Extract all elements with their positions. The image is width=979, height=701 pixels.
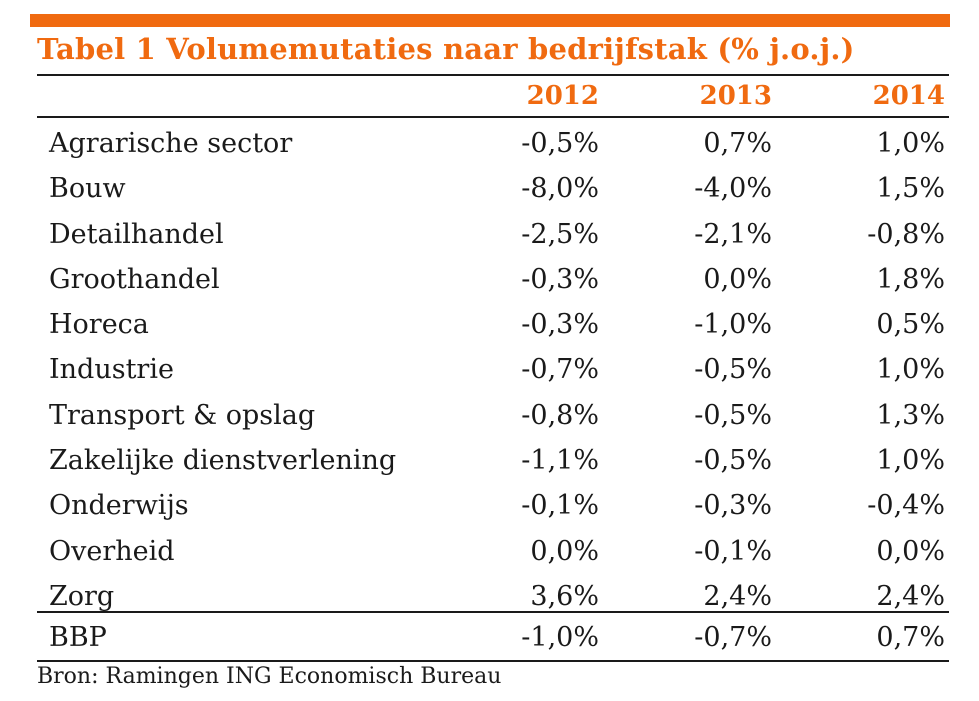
column-header-2013: 2013 <box>699 81 772 111</box>
row-label: Transport & opslag <box>49 399 316 431</box>
value-2014: 1,0% <box>876 128 945 159</box>
total-value-2012: -1,0% <box>521 622 599 653</box>
value-2013: -4,0% <box>694 173 772 205</box>
value-2013: -0,5% <box>694 399 772 431</box>
row-label: Bouw <box>49 173 126 205</box>
header-divider <box>37 116 949 118</box>
source-note: Bron: Ramingen ING Economisch Bureau <box>37 664 502 689</box>
value-2014: 0,0% <box>876 535 945 567</box>
value-2012: -0,3% <box>521 309 599 341</box>
value-2014: -0,4% <box>867 490 945 522</box>
accent-bar <box>30 14 950 27</box>
value-2014: 1,3% <box>876 399 945 431</box>
row-label: Industrie <box>49 354 174 386</box>
value-2014: 1,8% <box>876 263 945 295</box>
title-divider <box>37 74 949 76</box>
value-2013: -1,0% <box>694 309 772 341</box>
table-row: Groothandel -0,3% 0,0% 1,8% <box>0 257 979 302</box>
value-2013: -0,1% <box>694 535 772 567</box>
value-2013: -0,3% <box>694 490 772 522</box>
row-label: Groothandel <box>49 263 220 295</box>
table-row: Horeca -0,3% -1,0% 0,5% <box>0 302 979 347</box>
value-2012: -1,1% <box>521 445 599 477</box>
value-2012: -2,5% <box>521 218 599 250</box>
row-label: Zakelijke dienstverlening <box>49 445 397 477</box>
total-value-2014: 0,7% <box>876 622 945 653</box>
value-2013: -2,1% <box>694 218 772 250</box>
table-row: Zakelijke dienstverlening -1,1% -0,5% 1,… <box>0 438 979 483</box>
value-2012: -0,1% <box>521 490 599 522</box>
table-row: Industrie -0,7% -0,5% 1,0% <box>0 347 979 392</box>
value-2012: -0,8% <box>521 399 599 431</box>
value-2013: -0,5% <box>694 445 772 477</box>
bottom-divider <box>37 660 949 662</box>
table-row: Onderwijs -0,1% -0,3% -0,4% <box>0 483 979 528</box>
value-2012: 3,6% <box>530 580 599 612</box>
table-body: Agrarische sector -0,5% 0,7% 1,0% Bouw -… <box>0 121 979 619</box>
total-row: BBP -1,0% -0,7% 0,7% <box>0 615 979 660</box>
value-2012: -0,3% <box>521 263 599 295</box>
value-2012: 0,0% <box>530 535 599 567</box>
row-label: Overheid <box>49 535 175 567</box>
total-label: BBP <box>49 622 107 653</box>
value-2014: 1,0% <box>876 354 945 386</box>
column-header-2014: 2014 <box>872 81 945 111</box>
value-2013: 0,7% <box>703 128 772 159</box>
table-row: Detailhandel -2,5% -2,1% -0,8% <box>0 212 979 257</box>
value-2014: -0,8% <box>867 218 945 250</box>
value-2014: 1,0% <box>876 445 945 477</box>
table-title: Tabel 1 Volumemutaties naar bedrijfstak … <box>37 32 855 66</box>
table-row: Overheid 0,0% -0,1% 0,0% <box>0 529 979 574</box>
value-2012: -0,5% <box>521 128 599 159</box>
table-row: Zorg 3,6% 2,4% 2,4% <box>0 574 979 619</box>
table-row: Transport & opslag -0,8% -0,5% 1,3% <box>0 393 979 438</box>
row-label: Zorg <box>49 580 115 612</box>
column-header-2012: 2012 <box>526 81 599 111</box>
value-2013: 2,4% <box>703 580 772 612</box>
value-2012: -0,7% <box>521 354 599 386</box>
value-2014: 0,5% <box>876 309 945 341</box>
table-row: Agrarische sector -0,5% 0,7% 1,0% <box>0 121 979 166</box>
row-label: Horeca <box>49 309 149 341</box>
row-label: Onderwijs <box>49 490 189 522</box>
total-value-2013: -0,7% <box>694 622 772 653</box>
value-2013: -0,5% <box>694 354 772 386</box>
total-divider <box>37 611 949 613</box>
table-row: Bouw -8,0% -4,0% 1,5% <box>0 166 979 211</box>
row-label: Detailhandel <box>49 218 224 250</box>
value-2012: -8,0% <box>521 173 599 205</box>
row-label: Agrarische sector <box>49 128 293 159</box>
value-2014: 1,5% <box>876 173 945 205</box>
value-2013: 0,0% <box>703 263 772 295</box>
value-2014: 2,4% <box>876 580 945 612</box>
